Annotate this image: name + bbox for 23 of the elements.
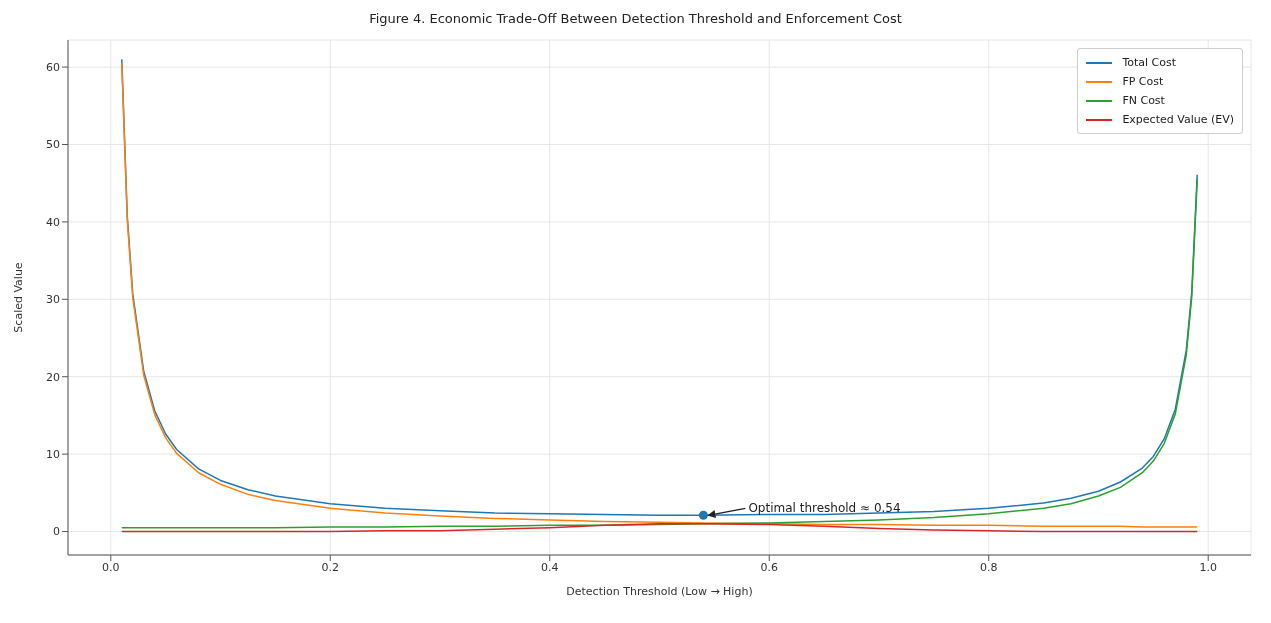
legend-label: FN Cost — [1122, 94, 1165, 107]
chart-title: Figure 4. Economic Trade-Off Between Detection Threshold and Enforcement Cost — [368, 10, 903, 28]
y-tick-label: 30 — [46, 293, 60, 307]
y-tick-label: 20 — [46, 370, 60, 384]
y-tick-label: 0 — [53, 525, 60, 539]
line-series — [121, 178, 1198, 529]
legend-label: FP Cost — [1122, 75, 1164, 88]
x-axis-title: Detection Threshold (Low → High) — [566, 585, 753, 598]
legend-label: Expected Value (EV) — [1122, 113, 1234, 126]
x-tick-label: 1.0 — [1199, 560, 1217, 574]
line-series — [121, 523, 1198, 533]
y-tick-label: 10 — [46, 448, 60, 462]
x-tick-label: 0.4 — [541, 560, 559, 574]
y-tick-label: 50 — [46, 138, 60, 152]
x-tick-label: 0.0 — [102, 560, 120, 574]
legend-label: Total Cost — [1122, 56, 1177, 69]
x-tick-label: 0.6 — [760, 560, 778, 574]
y-tick-label: 40 — [46, 215, 60, 229]
x-tick-label: 0.8 — [979, 560, 998, 574]
y-tick-label: 60 — [46, 61, 60, 74]
y-axis-title: Scaled Value — [11, 262, 25, 333]
annotation: Optimal threshold ≈ 0.54 — [748, 501, 901, 516]
x-tick-label: 0.2 — [321, 560, 340, 574]
